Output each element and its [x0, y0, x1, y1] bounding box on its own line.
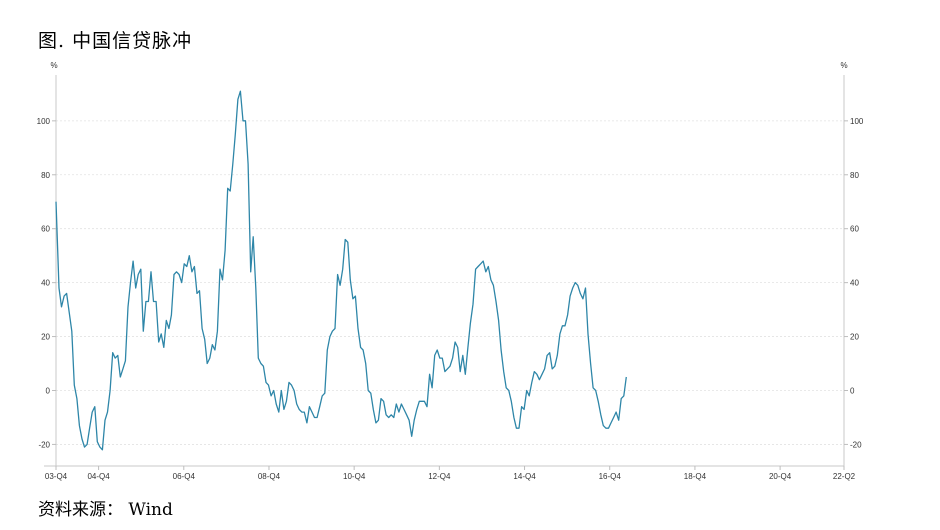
y-tick-label-right: 80 [850, 171, 859, 180]
left-unit-label: % [50, 61, 57, 70]
x-tick-label: 18-Q4 [684, 472, 707, 481]
y-tick-label-left: 80 [41, 171, 50, 180]
source-note: 资料来源： Wind [38, 500, 173, 520]
x-tick-label: 20-Q4 [769, 472, 792, 481]
y-tick-label-right: 0 [850, 386, 855, 395]
x-tick-label: 16-Q4 [599, 472, 622, 481]
x-tick-label: 10-Q4 [343, 472, 366, 481]
x-tick-label: 06-Q4 [173, 472, 196, 481]
y-tick-label-left: 40 [41, 279, 50, 288]
x-tick-label: 04-Q4 [87, 472, 110, 481]
grid-lines [56, 120, 844, 445]
y-tick-label-left: -20 [38, 440, 50, 449]
x-tick-label: 03-Q4 [45, 472, 68, 481]
x-tick-label: 22-Q2 [833, 472, 856, 481]
y-tick-label-left: 0 [46, 386, 51, 395]
y-tick-label-right: 100 [850, 117, 864, 126]
series-group [55, 90, 627, 451]
x-tick-label: 14-Q4 [513, 472, 536, 481]
y-tick-label-left: 60 [41, 225, 50, 234]
chart-title: 图. 中国信贷脉冲 [38, 30, 193, 52]
x-tick-labels: 03-Q4 04-Q4 06-Q4 08-Q4 10-Q4 12-Q4 14-Q4 16-Q4… [45, 466, 856, 481]
x-tick-label: 08-Q4 [258, 472, 281, 481]
y-tick-labels: -20 -20 0 0 20 20 40 40 60 60 80 80 100 100 [37, 117, 864, 450]
right-unit-label: % [840, 61, 847, 70]
y-tick-label-right: 20 [850, 333, 859, 342]
y-tick-label-left: 20 [41, 333, 50, 342]
y-tick-label-right: -20 [850, 440, 862, 449]
series-line [55, 90, 627, 451]
y-tick-label-right: 60 [850, 225, 859, 234]
y-tick-label-left: 100 [37, 117, 51, 126]
y-tick-label-right: 40 [850, 279, 859, 288]
x-tick-label: 12-Q4 [428, 472, 451, 481]
